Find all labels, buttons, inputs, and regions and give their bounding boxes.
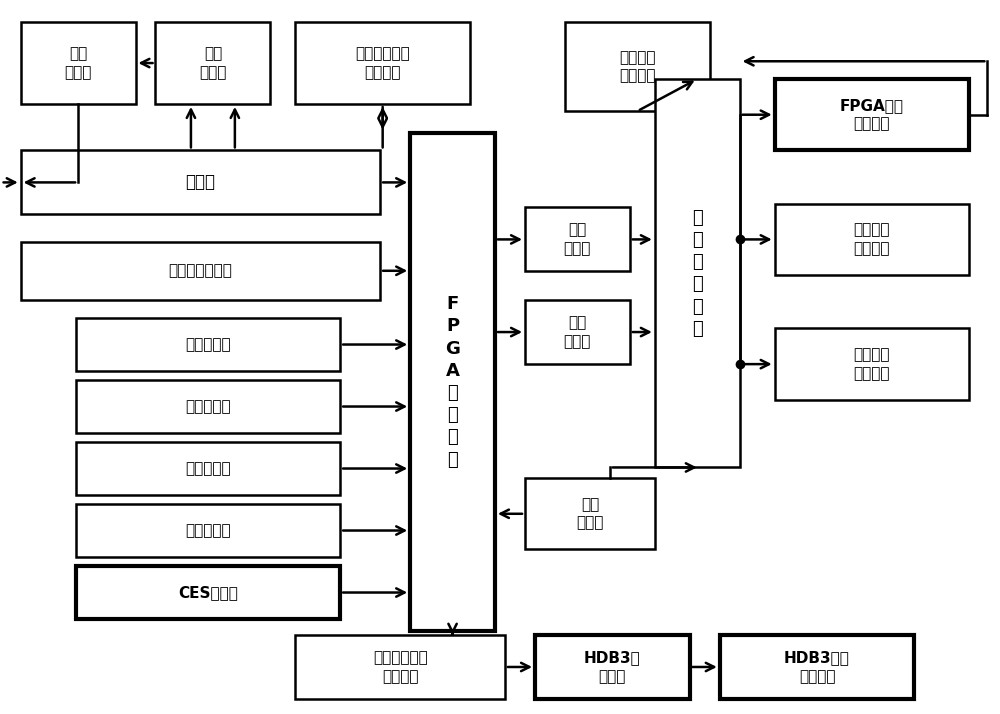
Text: HDB3编
码模块: HDB3编 码模块 xyxy=(584,650,641,684)
Text: 同步状态字节
产生模块: 同步状态字节 产生模块 xyxy=(373,650,428,684)
Text: CES仿真盘: CES仿真盘 xyxy=(178,585,238,600)
Text: 第二线路盘: 第二线路盘 xyxy=(185,399,231,414)
FancyBboxPatch shape xyxy=(76,565,340,619)
FancyBboxPatch shape xyxy=(410,133,495,631)
Text: F
P
G
A
处
理
模
块: F P G A 处 理 模 块 xyxy=(445,296,460,468)
Text: HDB3编码
输出电路: HDB3编码 输出电路 xyxy=(784,650,850,684)
FancyBboxPatch shape xyxy=(535,635,690,699)
Text: 第二
参考源: 第二 参考源 xyxy=(564,316,591,349)
Text: 第一
参考源: 第一 参考源 xyxy=(564,223,591,256)
Text: 第一支路盘: 第一支路盘 xyxy=(185,461,231,476)
FancyBboxPatch shape xyxy=(525,478,655,549)
FancyBboxPatch shape xyxy=(775,79,969,151)
FancyBboxPatch shape xyxy=(565,22,710,111)
Text: 低通
滤波器: 低通 滤波器 xyxy=(199,46,227,80)
Text: 压控
振荡器: 压控 振荡器 xyxy=(64,46,92,80)
FancyBboxPatch shape xyxy=(76,380,340,433)
Text: 鉴相器: 鉴相器 xyxy=(185,174,215,191)
FancyBboxPatch shape xyxy=(775,328,969,400)
FancyBboxPatch shape xyxy=(76,504,340,557)
FancyBboxPatch shape xyxy=(21,22,136,104)
FancyBboxPatch shape xyxy=(525,300,630,364)
FancyBboxPatch shape xyxy=(76,318,340,371)
Text: 系统时钟
分配电路: 系统时钟 分配电路 xyxy=(854,223,890,256)
Text: 时
钟
综
合
电
路: 时 钟 综 合 电 路 xyxy=(692,208,703,338)
FancyBboxPatch shape xyxy=(720,635,914,699)
FancyBboxPatch shape xyxy=(525,207,630,271)
Text: 外时钟输入电路: 外时钟输入电路 xyxy=(168,263,232,278)
Text: 第二支路盘: 第二支路盘 xyxy=(185,523,231,538)
Text: 同步状态字节
提取模块: 同步状态字节 提取模块 xyxy=(355,46,410,80)
Text: FPGA时钟
分配电路: FPGA时钟 分配电路 xyxy=(840,98,904,131)
FancyBboxPatch shape xyxy=(775,203,969,275)
FancyBboxPatch shape xyxy=(295,22,470,104)
FancyBboxPatch shape xyxy=(21,241,380,300)
Text: 微机
处理器: 微机 处理器 xyxy=(576,497,604,531)
FancyBboxPatch shape xyxy=(76,442,340,496)
Text: 第一线路盘: 第一线路盘 xyxy=(185,337,231,352)
Text: 高稳定晶
体振荡器: 高稳定晶 体振荡器 xyxy=(619,50,656,84)
FancyBboxPatch shape xyxy=(155,22,270,104)
FancyBboxPatch shape xyxy=(655,79,740,468)
FancyBboxPatch shape xyxy=(295,635,505,699)
Text: 时钟数据
输出电路: 时钟数据 输出电路 xyxy=(854,347,890,381)
FancyBboxPatch shape xyxy=(21,151,380,214)
